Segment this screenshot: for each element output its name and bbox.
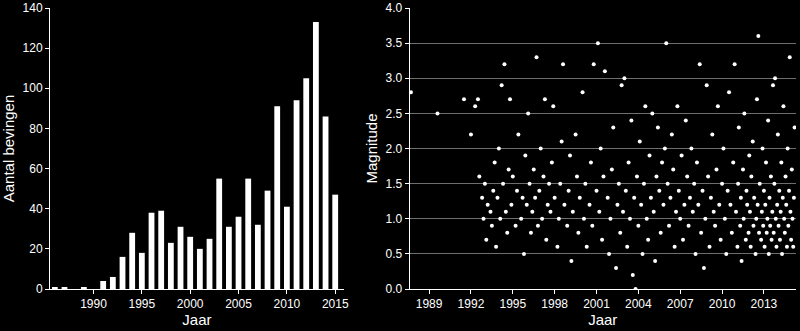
svg-text:1998: 1998 [541,297,568,311]
svg-text:2.5: 2.5 [385,107,402,121]
svg-text:80: 80 [29,122,43,136]
svg-text:1992: 1992 [458,297,485,311]
svg-text:2000: 2000 [177,297,204,311]
svg-text:2005: 2005 [225,297,252,311]
svg-text:60: 60 [29,162,43,176]
svg-text:0.5: 0.5 [385,247,402,261]
svg-text:0: 0 [36,282,43,296]
svg-text:2.0: 2.0 [385,142,402,156]
svg-text:1995: 1995 [499,297,526,311]
svg-text:2004: 2004 [625,297,652,311]
svg-text:Jaar: Jaar [182,311,211,328]
svg-text:4.0: 4.0 [385,1,402,15]
svg-text:20: 20 [29,242,43,256]
svg-text:2015: 2015 [322,297,349,311]
svg-text:2010: 2010 [709,297,736,311]
svg-text:3.5: 3.5 [385,36,402,50]
svg-text:0.0: 0.0 [385,282,402,296]
svg-text:40: 40 [29,202,43,216]
svg-text:Aantal bevingen: Aantal bevingen [0,95,17,203]
svg-text:2007: 2007 [667,297,694,311]
svg-text:2010: 2010 [274,297,301,311]
svg-text:1995: 1995 [128,297,155,311]
svg-text:1989: 1989 [416,297,443,311]
svg-text:3.0: 3.0 [385,71,402,85]
svg-text:100: 100 [23,81,43,95]
svg-text:2013: 2013 [751,297,778,311]
svg-text:Jaar: Jaar [588,311,617,328]
svg-text:1.0: 1.0 [385,212,402,226]
svg-text:1990: 1990 [80,297,107,311]
svg-text:120: 120 [23,41,43,55]
svg-text:140: 140 [23,1,43,15]
svg-text:2001: 2001 [583,297,610,311]
svg-text:Magnitude: Magnitude [363,113,380,183]
svg-text:1.5: 1.5 [385,177,402,191]
